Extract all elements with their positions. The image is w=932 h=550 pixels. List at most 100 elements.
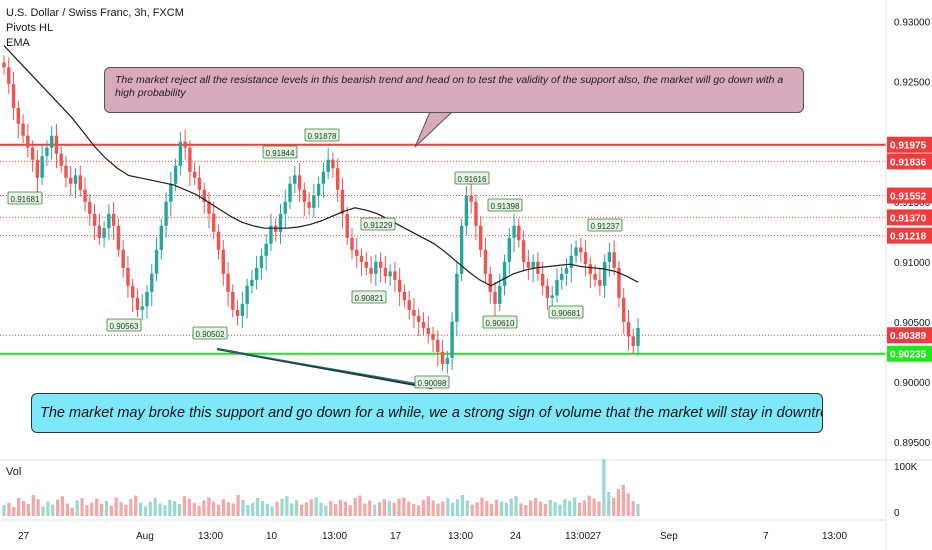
pivot-label: 0.90502 bbox=[196, 330, 225, 339]
candle-body bbox=[207, 201, 211, 214]
candle-body bbox=[231, 291, 235, 310]
candle-body bbox=[111, 213, 116, 226]
candle-body bbox=[126, 267, 130, 286]
indicator-ema[interactable]: EMA bbox=[6, 37, 30, 49]
volume-bar bbox=[582, 500, 586, 516]
candle-body bbox=[521, 240, 526, 262]
candle-body bbox=[235, 309, 240, 316]
time-tick-label: 10 bbox=[266, 531, 278, 542]
volume-bar bbox=[65, 503, 69, 516]
time-tick-label: 13:00 bbox=[565, 531, 590, 542]
candle-body bbox=[16, 108, 21, 124]
symbol-title[interactable]: U.S. Dollar / Swiss Franc, 3h, FXCM bbox=[6, 7, 184, 19]
candle-body bbox=[574, 247, 578, 256]
candle-body bbox=[450, 321, 454, 358]
candle-body bbox=[307, 201, 311, 208]
volume-bar bbox=[402, 497, 406, 516]
candle-body bbox=[464, 195, 469, 226]
volume-bar bbox=[36, 499, 40, 516]
volume-bar bbox=[314, 497, 318, 516]
time-tick-label: 24 bbox=[510, 531, 522, 542]
candle-body bbox=[340, 189, 345, 214]
volume-bar bbox=[524, 505, 528, 516]
candle-body bbox=[455, 273, 459, 322]
time-tick-label: Aug bbox=[136, 531, 154, 542]
volume-bar bbox=[377, 502, 382, 516]
volume-bar bbox=[568, 501, 572, 516]
pivot-label: 0.90610 bbox=[486, 319, 515, 328]
volume-bar bbox=[626, 493, 630, 516]
candle-body bbox=[73, 175, 78, 184]
candle-body bbox=[436, 339, 440, 352]
volume-bar bbox=[490, 504, 494, 516]
candle-body bbox=[478, 225, 483, 250]
indicator-pivots[interactable]: Pivots HL bbox=[6, 22, 54, 34]
level-price-label: 0.91370 bbox=[890, 213, 927, 224]
candles bbox=[2, 55, 640, 374]
support-note[interactable]: The market may broke this support and go… bbox=[31, 393, 823, 433]
volume-bar bbox=[309, 499, 313, 516]
volume-bar bbox=[299, 504, 304, 516]
volume-bar bbox=[519, 503, 523, 516]
price-tick-label: 0.92500 bbox=[894, 78, 931, 89]
candle-body bbox=[212, 213, 216, 232]
candle-body bbox=[540, 273, 545, 286]
candle-body bbox=[283, 201, 287, 214]
volume-bar bbox=[382, 499, 386, 516]
pivot-label-box bbox=[106, 318, 142, 332]
candle-body bbox=[116, 225, 121, 250]
volume-bar bbox=[563, 499, 567, 516]
level-price-label: 0.90389 bbox=[890, 331, 927, 342]
candle-body bbox=[488, 273, 492, 292]
volume-bar bbox=[446, 498, 450, 516]
time-tick-label: 7 bbox=[763, 531, 769, 542]
volume-bar bbox=[280, 498, 284, 516]
candle-body bbox=[135, 297, 140, 310]
candle-body bbox=[359, 255, 364, 262]
volume-bar bbox=[104, 501, 109, 516]
pivot-label-box bbox=[548, 305, 584, 319]
volume-bar bbox=[85, 505, 89, 516]
candle-body bbox=[188, 147, 192, 172]
candle-body bbox=[226, 273, 230, 292]
volume-bar bbox=[221, 499, 226, 516]
volume-bar bbox=[460, 495, 465, 516]
candle-body bbox=[440, 351, 445, 364]
candle-body bbox=[131, 285, 135, 298]
volume-bar bbox=[494, 499, 499, 516]
volume-bar bbox=[533, 498, 538, 516]
pivot-label-box bbox=[487, 198, 523, 212]
candle-body bbox=[245, 285, 249, 304]
time-tick-label: 17 bbox=[390, 531, 402, 542]
support-trend-line-accent bbox=[216, 348, 433, 387]
candle-body bbox=[531, 261, 535, 268]
volume-bar bbox=[285, 496, 289, 516]
volume-bar bbox=[324, 505, 328, 516]
candle-body bbox=[45, 147, 49, 157]
volume-bar bbox=[504, 502, 508, 516]
candle-body bbox=[240, 303, 245, 316]
volume-bar bbox=[295, 500, 299, 516]
candle-body bbox=[178, 141, 183, 166]
candle-body bbox=[78, 175, 82, 190]
volume-bar bbox=[251, 502, 255, 516]
candle-body bbox=[550, 295, 554, 298]
pivot-labels: 0.91681 0.90563 0.90502 0.91844 0.91878 0.912… bbox=[7, 128, 623, 389]
resistance-note[interactable]: The market reject all the resistance lev… bbox=[104, 67, 804, 113]
candle-body bbox=[526, 261, 531, 268]
level-price-tag bbox=[887, 136, 932, 153]
candle-body bbox=[173, 165, 178, 184]
pivot-label: 0.91878 bbox=[308, 132, 337, 141]
candle-body bbox=[374, 261, 378, 274]
level-price-tag bbox=[887, 345, 932, 362]
volume-bar bbox=[573, 497, 577, 516]
candle-body bbox=[493, 291, 497, 304]
volume-bar bbox=[621, 484, 625, 516]
candle-body bbox=[183, 141, 187, 148]
pivot-label-box bbox=[7, 191, 43, 205]
volume-bar bbox=[7, 502, 11, 516]
pivot-label: 0.90681 bbox=[552, 309, 581, 318]
pivot-label: 0.90098 bbox=[418, 379, 447, 388]
candle-body bbox=[7, 67, 11, 85]
